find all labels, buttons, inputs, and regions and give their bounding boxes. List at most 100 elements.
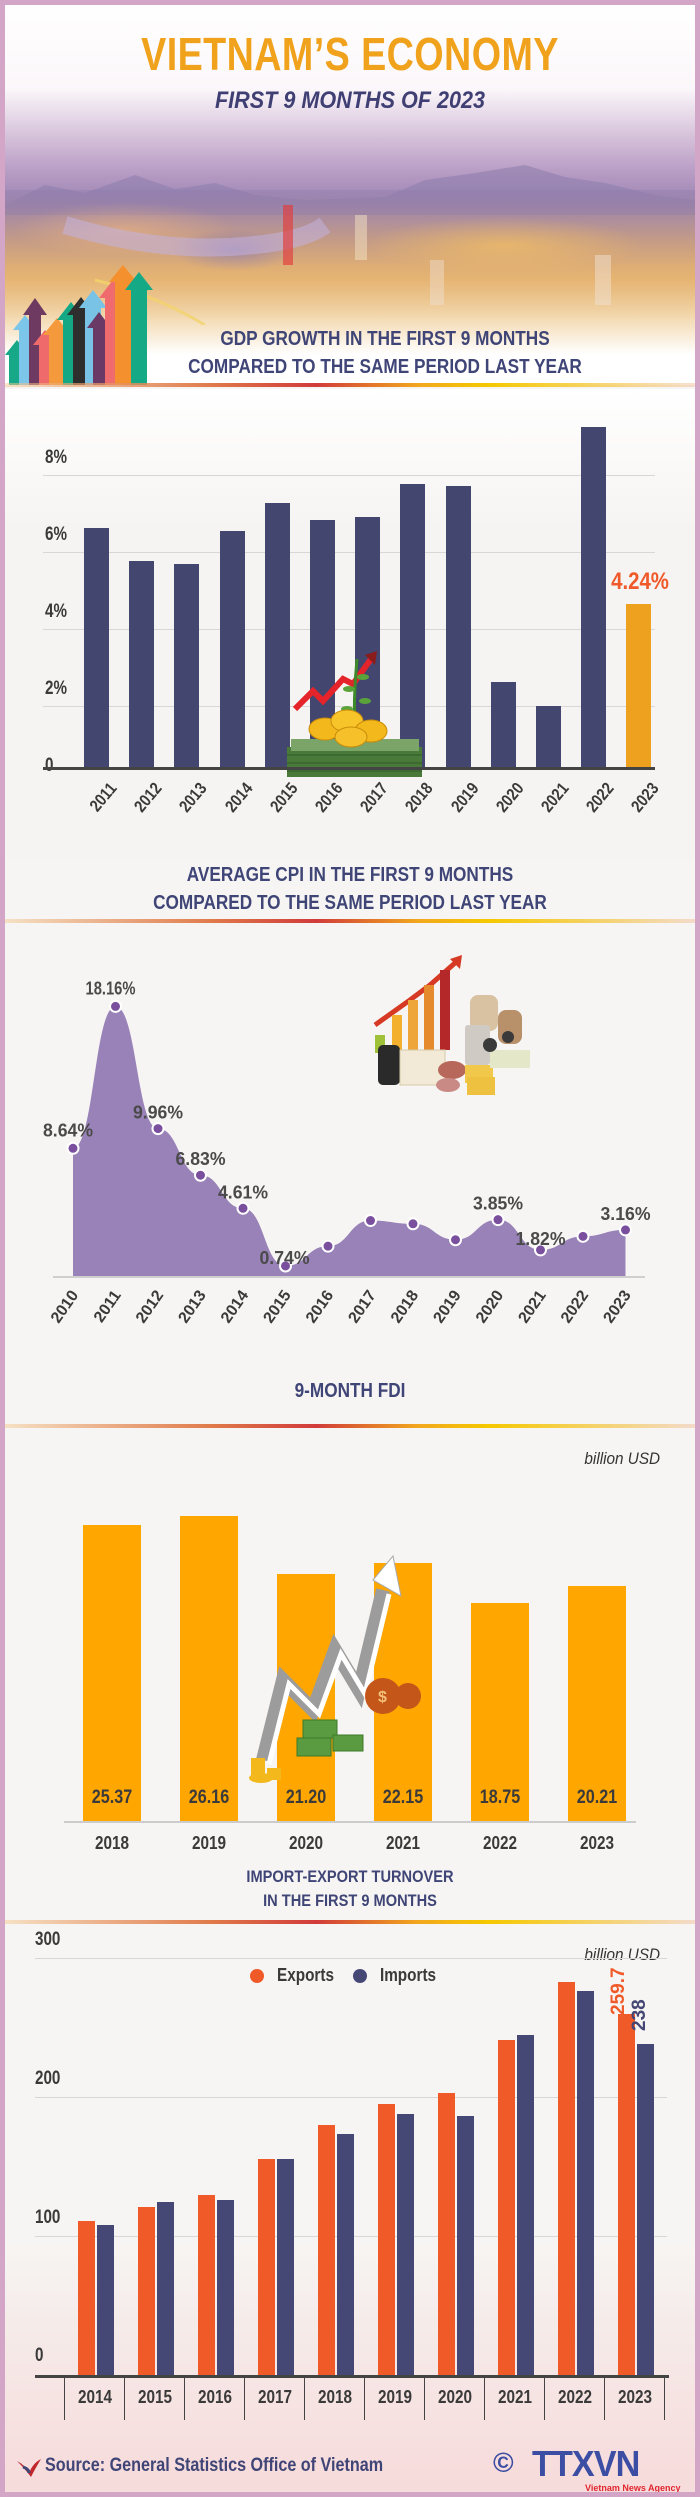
- cpi-point-2017: [364, 1214, 377, 1228]
- main-subtitle: FIRST 9 MONTHS OF 2023: [214, 87, 486, 114]
- x-tick-divider: [604, 2378, 605, 2420]
- cpi-x-label-2022: 2022: [558, 1287, 592, 1326]
- cpi-x-label-2014: 2014: [218, 1287, 252, 1326]
- trade-x-axis: [35, 2375, 669, 2378]
- cpi-point-2011: [109, 999, 122, 1013]
- x-tick-divider: [664, 2378, 665, 2420]
- trade-x-label-2017: 2017: [257, 2387, 293, 2407]
- cpi-x-label-2012: 2012: [133, 1287, 167, 1326]
- fdi-x-axis: [64, 1821, 636, 1823]
- cpi-point-2014: [236, 1201, 250, 1215]
- gdp-bar-2023: [626, 603, 652, 767]
- gdp-x-label-2019: 2019: [446, 779, 483, 816]
- x-tick-divider: [304, 2378, 305, 2420]
- imports-legend-dot-icon: [353, 1968, 368, 1983]
- cpi-heading-line2: COMPARED TO THE SAME PERIOD LAST YEAR: [153, 892, 547, 914]
- y-tick-4: 4%: [45, 601, 67, 622]
- trade-legend: Exports Imports: [250, 1965, 441, 1986]
- imports-bar-2017: [277, 2158, 294, 2375]
- fdi-bar-2022: [471, 1602, 529, 1821]
- gdp-x-label-2022: 2022: [582, 779, 618, 816]
- bird-icon: [17, 2459, 41, 2477]
- y-tick-0: 0: [35, 2345, 44, 2366]
- cpi-x-label-2016: 2016: [303, 1287, 337, 1326]
- imports-bar-2022: [577, 1991, 594, 2375]
- legend-exports: Exports: [277, 1965, 335, 1985]
- svg-text:$: $: [378, 1689, 387, 1706]
- trade-x-label-2015: 2015: [137, 2387, 173, 2407]
- exports-bar-2014: [78, 2221, 95, 2375]
- trade-x-label-2014: 2014: [77, 2387, 113, 2407]
- exports-bar-2017: [258, 2158, 275, 2375]
- gdp-x-label-2017: 2017: [356, 779, 392, 816]
- cpi-point-2013: [194, 1168, 207, 1182]
- fdi-value-2021: 22.15: [382, 1787, 424, 1808]
- x-tick-divider: [364, 2378, 365, 2420]
- cpi-label-2015: 0.74%: [260, 1248, 310, 1268]
- cpi-label-2014: 4.61%: [218, 1182, 268, 1202]
- trade-x-label-2018: 2018: [317, 2387, 353, 2407]
- gdp-heading: GDP GROWTH IN THE FIRST 9 MONTHS COMPARE…: [118, 325, 651, 381]
- gdp-bar-2018: [400, 484, 426, 767]
- gdp-x-label-2014: 2014: [220, 779, 257, 816]
- gdp-x-label-2012: 2012: [130, 779, 166, 816]
- gdp-x-label-2018: 2018: [401, 779, 437, 816]
- fdi-bar-2023: [568, 1585, 626, 1821]
- section-divider: [5, 1920, 695, 1924]
- infographic-frame: VIETNAM’S ECONOMY FIRST 9 MONTHS OF 2023…: [5, 5, 695, 2492]
- y-tick-300: 300: [35, 1929, 61, 1950]
- gdp-heading-line1: GDP GROWTH IN THE FIRST 9 MONTHS: [220, 328, 550, 350]
- fdi-x-label-2020: 2020: [288, 1833, 324, 1853]
- cpi-label-2023: 3.16%: [601, 1204, 651, 1224]
- gdp-bar-2013: [174, 564, 200, 767]
- gdp-bar-2021: [536, 706, 561, 767]
- gridline-8: [43, 475, 655, 476]
- cpi-label-2011: 18.16%: [86, 978, 136, 998]
- x-tick-divider: [424, 2378, 425, 2420]
- fdi-value-2022: 18.75: [479, 1787, 521, 1808]
- gdp-bar-2014: [219, 531, 245, 767]
- cpi-x-label-2017: 2017: [345, 1287, 379, 1326]
- main-title: VIETNAM’S ECONOMY: [141, 28, 559, 80]
- gdp-bar-2019: [445, 485, 471, 767]
- gdp-bar-2022: [581, 426, 607, 767]
- imports-bar-2014: [97, 2224, 114, 2375]
- cpi-label-2010: 8.64%: [43, 1120, 93, 1140]
- x-tick-divider: [184, 2378, 185, 2420]
- copyright-icon: ©: [493, 2447, 514, 2478]
- exports-bar-2021: [498, 2039, 515, 2375]
- y-tick-100: 100: [35, 2207, 61, 2228]
- x-axis: [43, 767, 655, 770]
- trade-x-label-2022: 2022: [557, 2387, 593, 2407]
- y-tick-0: 0: [45, 755, 54, 776]
- exports-bar-2019: [378, 2103, 395, 2375]
- cpi-x-label-2020: 2020: [473, 1287, 507, 1326]
- x-tick-divider: [484, 2378, 485, 2420]
- fdi-heading: 9-MONTH FDI: [294, 1380, 406, 1402]
- exports-bar-2018: [318, 2125, 335, 2375]
- rising-arrow-money-illustration: $: [249, 1554, 421, 1783]
- cpi-x-label-2019: 2019: [430, 1287, 464, 1326]
- imports-bar-2019: [397, 2113, 414, 2375]
- cpi-x-label-2023: 2023: [600, 1287, 634, 1326]
- fdi-value-2018: 25.37: [91, 1787, 133, 1808]
- fdi-x-label-2019: 2019: [191, 1833, 227, 1853]
- cpi-point-2020: [491, 1213, 505, 1227]
- cpi-point-2016: [321, 1239, 335, 1253]
- exports-bar-2020: [438, 2092, 455, 2375]
- gdp-x-label-2021: 2021: [537, 779, 573, 816]
- gdp-bar-2015: [264, 503, 290, 767]
- exports-2023-label: 259.7: [608, 1967, 629, 2015]
- gdp-chart: 8% 6% 4% 2% 0 2011 2012 2013 2014 2015 2016 20: [5, 389, 695, 859]
- imports-2023-label: 238: [629, 1999, 650, 2031]
- exports-bar-2022: [558, 1982, 575, 2375]
- section-divider: [5, 1424, 695, 1428]
- cpi-label-2013: 6.83%: [176, 1149, 226, 1169]
- section-divider: [5, 919, 695, 923]
- gridline-300: [35, 1958, 667, 1959]
- x-tick-divider: [124, 2378, 125, 2420]
- gdp-bar-2012: [129, 561, 155, 767]
- fdi-x-label-2018: 2018: [94, 1833, 130, 1853]
- cpi-heading: AVERAGE CPI IN THE FIRST 9 MONTHS COMPAR…: [53, 861, 646, 917]
- fdi-value-2019: 26.16: [188, 1787, 230, 1808]
